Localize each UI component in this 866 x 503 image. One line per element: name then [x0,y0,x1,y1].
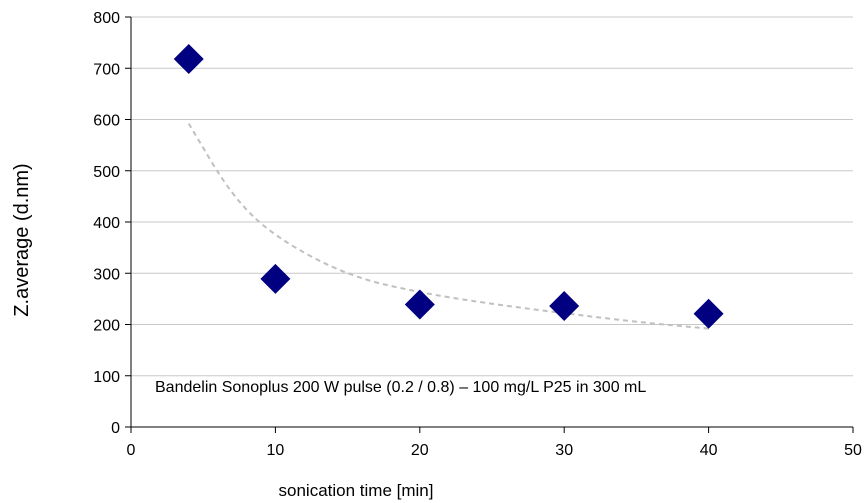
x-axis-ticks: 0 10 20 30 40 50 [127,427,862,459]
gridlines [131,16,853,377]
data-point-4 [173,44,204,75]
x-tick-label-20: 20 [411,442,429,459]
data-point-20 [404,289,435,320]
y-tick-label-300: 300 [93,266,120,283]
y-axis-title: Z.average (d.nm) [11,163,33,316]
x-tick-label-0: 0 [127,442,136,459]
y-tick-label-500: 500 [93,164,120,181]
y-tick-label-800: 800 [93,10,120,27]
data-point-40 [693,298,724,329]
data-point-10 [260,263,291,294]
x-tick-label-50: 50 [844,442,862,459]
plot-area: 0 10 20 30 40 50 0 100 200 300 400 500 600 700 800 [93,10,862,459]
data-point-30 [549,291,580,322]
x-tick-label-10: 10 [267,442,285,459]
y-tick-label-600: 600 [93,113,120,130]
data-points [173,44,724,329]
x-tick-label-30: 30 [555,442,573,459]
y-tick-label-200: 200 [93,318,120,335]
y-tick-label-400: 400 [93,215,120,232]
chart-annotation: Bandelin Sonoplus 200 W pulse (0.2 / 0.8… [155,379,646,396]
y-tick-label-700: 700 [93,61,120,78]
y-axis-ticks: 0 100 200 300 400 500 600 700 800 [93,10,131,437]
y-tick-label-100: 100 [93,369,120,386]
x-axis-title: sonication time [min] [279,481,434,500]
x-tick-label-40: 40 [700,442,718,459]
trendline [187,123,709,330]
y-tick-label-0: 0 [111,420,120,437]
